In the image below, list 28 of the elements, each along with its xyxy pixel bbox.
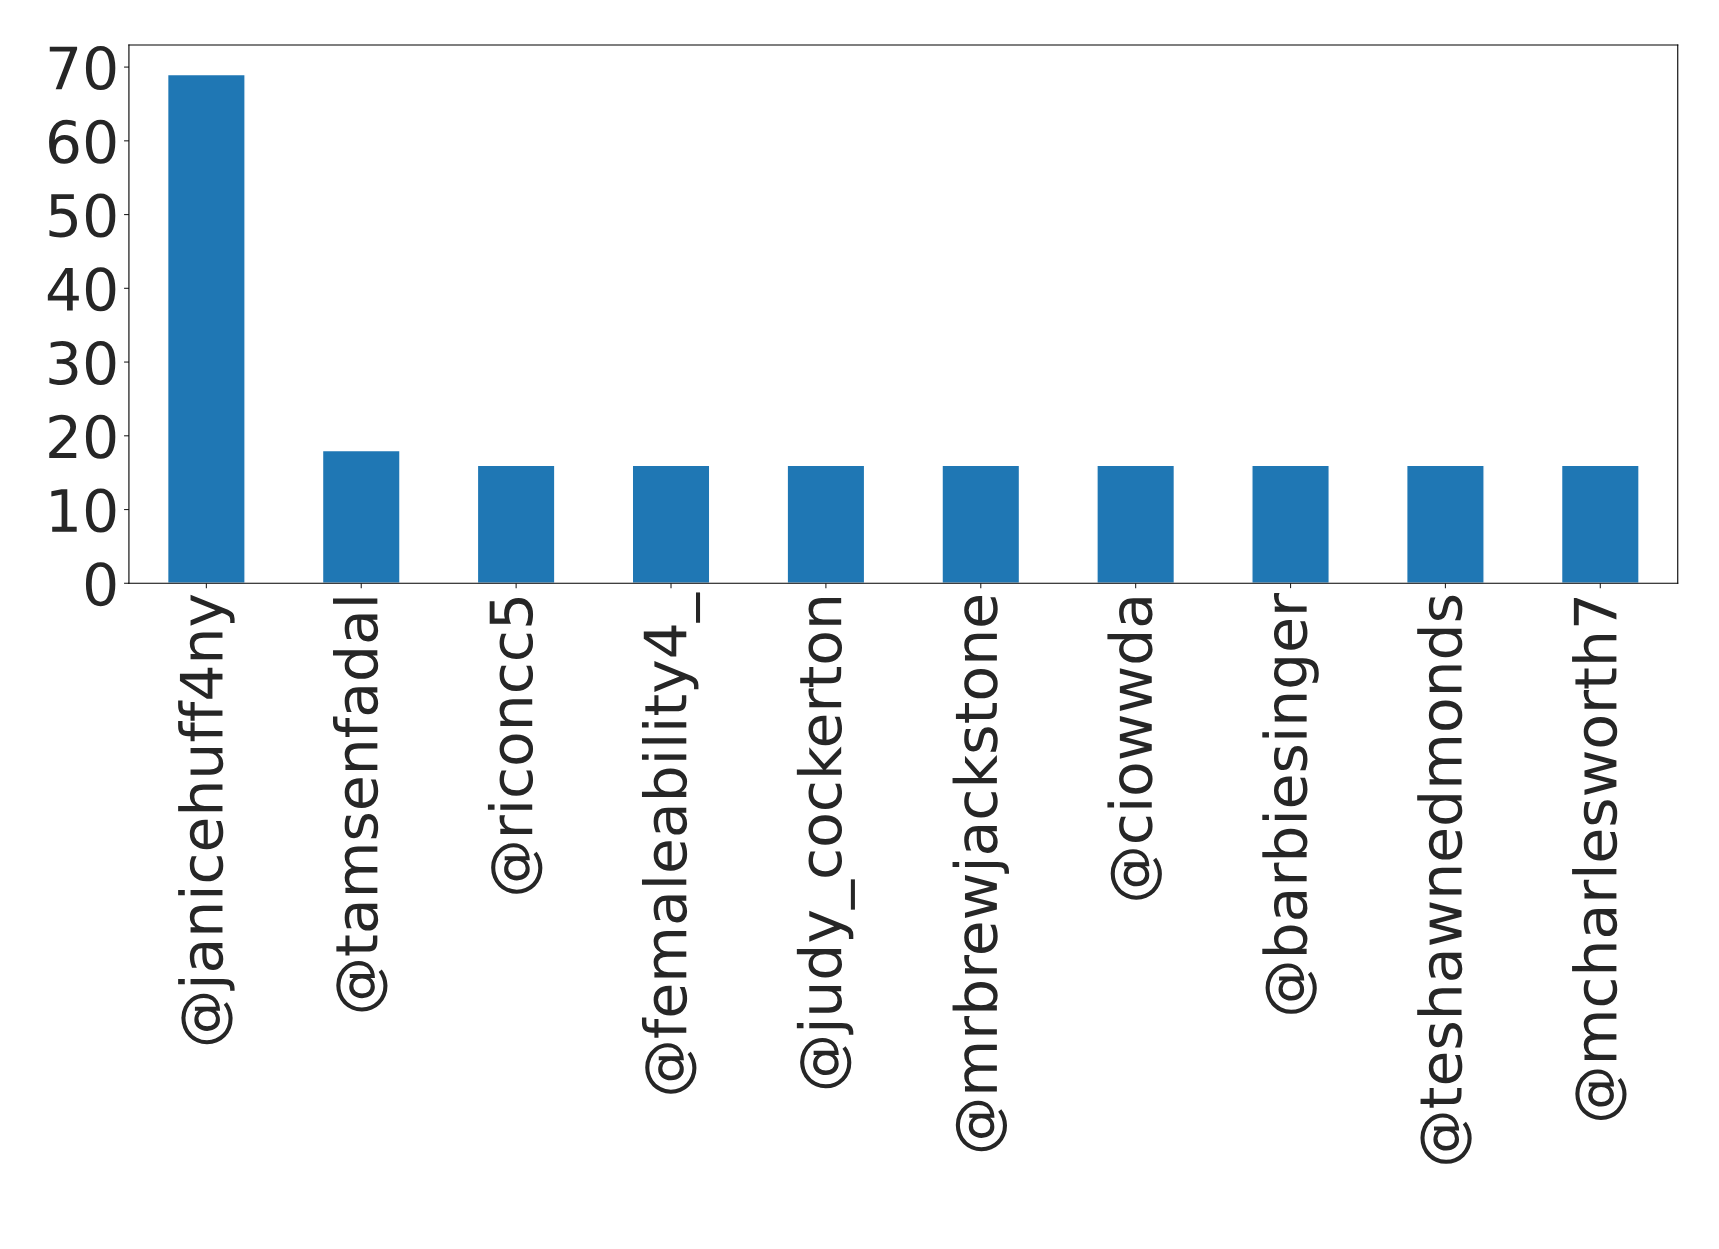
y-tick-label: 40 (47, 267, 116, 312)
x-tick-label: @teshawnedmonds (1417, 595, 1472, 1164)
bar (476, 464, 556, 584)
bar (166, 73, 246, 584)
bar (1560, 464, 1640, 584)
y-tick-label: 20 (49, 414, 116, 459)
y-tick-label: 30 (49, 340, 116, 386)
x-tick-label: @judy_cockerton (796, 597, 855, 1089)
bar (631, 464, 711, 584)
y-tick-label: 10 (51, 488, 116, 533)
x-tick-label: @mrbrewjackstone (952, 596, 1009, 1152)
x-tick-label: @janicehuff4ny (178, 594, 235, 1045)
bar (1406, 464, 1485, 584)
bar (321, 449, 401, 584)
x-tick-label: @mcharlesworth7 (1572, 597, 1627, 1120)
x-tick-label: @femaleability4_ (641, 592, 701, 1094)
y-tick-label: 50 (49, 193, 116, 238)
x-tick-label: @riconcc5 (487, 598, 543, 894)
y-tick-label: 70 (49, 45, 116, 91)
x-tick-label: @tamsenfadal (333, 598, 388, 1012)
x-tick-label: @barbiesinger (1262, 593, 1319, 1014)
bar (941, 464, 1021, 584)
bar (1096, 464, 1176, 584)
y-tick-label: 60 (49, 119, 116, 164)
bar (786, 464, 866, 584)
bar (1251, 464, 1330, 584)
x-tick-label: @ciowwda (1107, 598, 1162, 900)
y-tick-label: 0 (85, 562, 116, 607)
